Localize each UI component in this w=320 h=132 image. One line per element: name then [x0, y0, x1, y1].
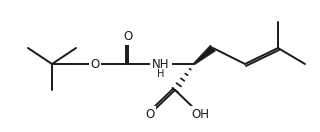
Polygon shape	[193, 45, 216, 65]
Text: NH: NH	[152, 58, 170, 70]
Text: O: O	[145, 107, 155, 121]
Text: O: O	[90, 58, 100, 70]
Text: H: H	[157, 69, 165, 79]
Text: O: O	[124, 30, 132, 44]
Text: OH: OH	[191, 107, 209, 121]
